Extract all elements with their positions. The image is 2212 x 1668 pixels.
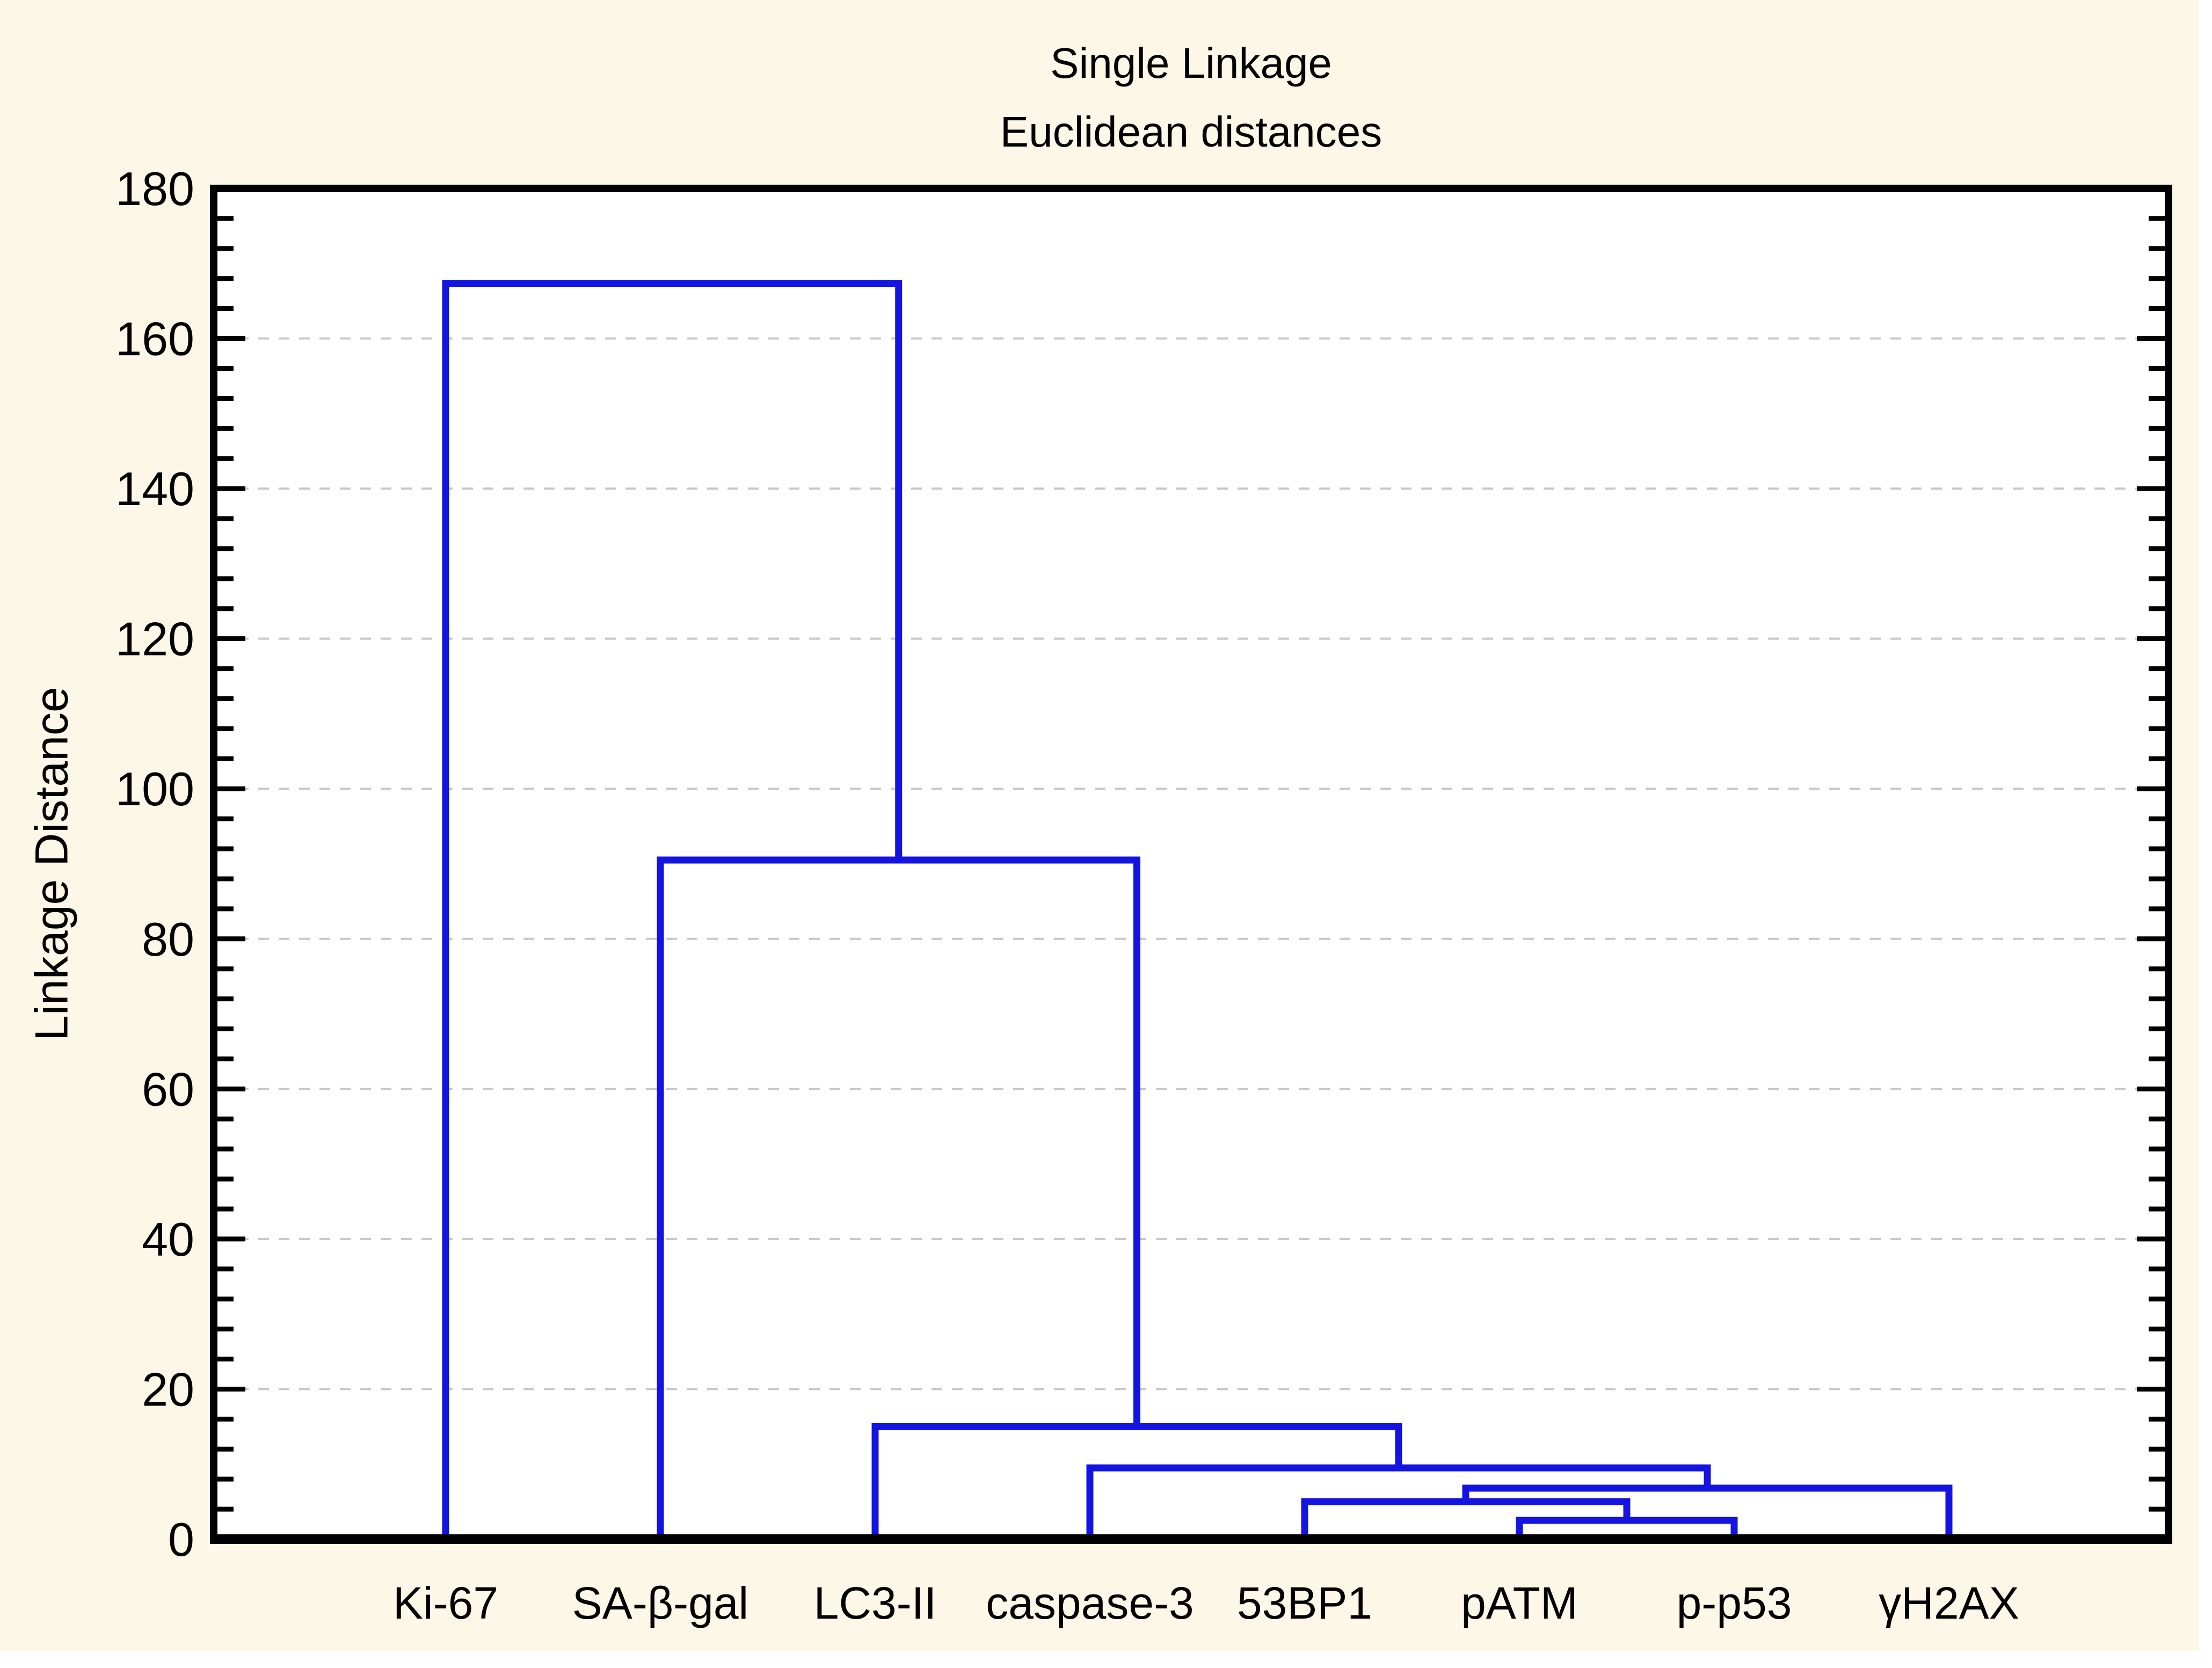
- y-tick-label: 20: [142, 1363, 194, 1416]
- y-tick-label: 120: [115, 613, 194, 666]
- leaf-label: SA-β-gal: [572, 1578, 748, 1628]
- leaf-label: Ki-67: [393, 1578, 498, 1628]
- plot-background: [214, 188, 2169, 1539]
- leaf-label: caspase-3: [986, 1578, 1194, 1628]
- leaf-label: 53BP1: [1237, 1578, 1372, 1628]
- chart-subtitle: Euclidean distances: [1000, 108, 1382, 156]
- y-tick-label: 80: [142, 913, 194, 966]
- y-tick-label: 40: [142, 1213, 194, 1266]
- y-tick-label: 100: [115, 762, 194, 815]
- leaf-label: p-p53: [1677, 1578, 1792, 1628]
- dendrogram-link: [1516, 1517, 1738, 1539]
- y-tick-label: 160: [115, 312, 194, 366]
- chart-title: Single Linkage: [1050, 39, 1332, 87]
- y-tick-label: 180: [115, 162, 194, 215]
- leaf-label: pATM: [1461, 1578, 1578, 1628]
- y-tick-label: 0: [168, 1513, 194, 1566]
- dendrogram-link: [442, 280, 903, 1539]
- leaf-label: γH2AX: [1879, 1578, 2019, 1628]
- y-tick-label: 140: [115, 462, 194, 515]
- leaf-label: LC3-II: [814, 1578, 937, 1628]
- y-tick-label: 60: [142, 1062, 194, 1116]
